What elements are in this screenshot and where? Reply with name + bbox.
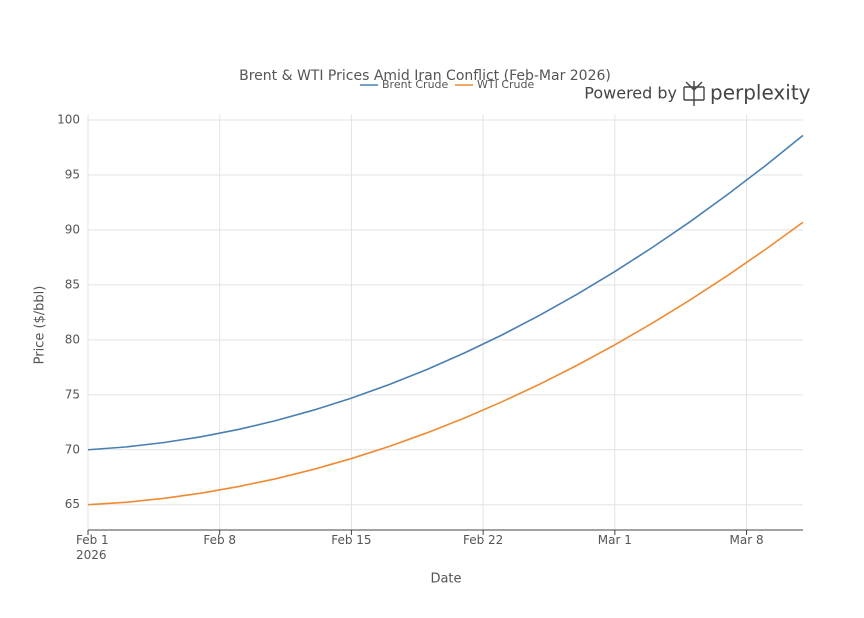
x-tick-label: Feb 15 bbox=[331, 533, 372, 547]
y-tick-label: 75 bbox=[65, 387, 80, 401]
chart-title: Brent & WTI Prices Amid Iran Conflict (F… bbox=[239, 68, 611, 84]
y-tick-label: 70 bbox=[65, 442, 80, 456]
series-line bbox=[87, 221, 804, 506]
legend-label: WTI Crude bbox=[477, 78, 534, 91]
y-tick-label: 90 bbox=[65, 222, 80, 236]
x-tick-label: Feb 22 bbox=[462, 533, 504, 547]
x-tick-label: Feb 8 bbox=[203, 533, 237, 547]
brand-logo bbox=[683, 81, 705, 106]
y-tick-label: 95 bbox=[65, 167, 80, 181]
x-tick-label: Mar 1 bbox=[597, 533, 632, 547]
y-tick-label: 100 bbox=[57, 112, 80, 126]
y-tick-label: 85 bbox=[65, 277, 80, 291]
y-tick-label: 80 bbox=[65, 332, 80, 346]
y-tick-label: 65 bbox=[65, 497, 80, 511]
series-line bbox=[87, 134, 804, 451]
y-axis-label: Price ($/bbl) bbox=[33, 286, 48, 365]
branding-name: perplexity bbox=[710, 81, 811, 105]
x-axis-label: Date bbox=[430, 572, 461, 587]
legend-label: Brent Crude bbox=[382, 78, 449, 91]
branding-prefix: Powered by bbox=[584, 84, 677, 103]
x-tick-label: Feb 1 2026 bbox=[76, 533, 109, 562]
x-tick-label: Mar 8 bbox=[729, 533, 764, 547]
